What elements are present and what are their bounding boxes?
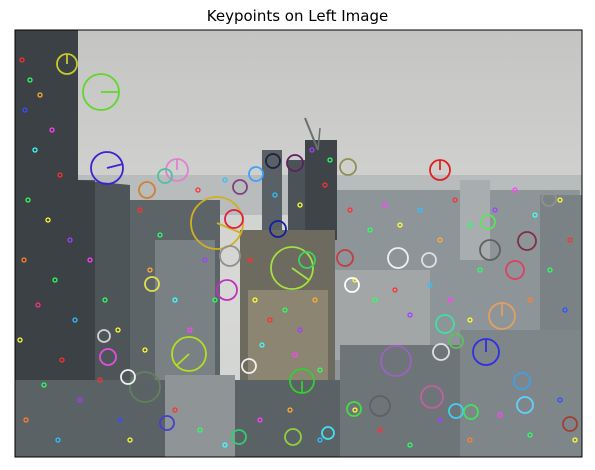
central-tower-left xyxy=(262,150,282,230)
keypoint-circle xyxy=(232,179,248,195)
keypoint-circle xyxy=(339,158,357,176)
center-building-lit xyxy=(248,290,328,380)
keypoint-circle xyxy=(479,239,501,261)
keypoint-orientation xyxy=(106,163,124,169)
keypoint-circle xyxy=(269,220,287,238)
keypoint-circle xyxy=(562,416,578,432)
keypoint-circle xyxy=(286,154,304,172)
keypoint-circle xyxy=(265,153,281,169)
keypoint-circle xyxy=(99,348,117,366)
crane-arm xyxy=(317,127,321,151)
keypoint-circle xyxy=(97,329,111,343)
lower-right-roof xyxy=(460,330,582,457)
keypoint-orientation xyxy=(175,353,190,367)
keypoint-circle xyxy=(432,343,450,361)
keypoint-circle xyxy=(157,168,173,184)
white-tower-right xyxy=(460,180,490,260)
keypoint-circle xyxy=(420,385,444,409)
keypoint-circle xyxy=(171,336,207,372)
keypoint-circle xyxy=(346,401,362,417)
keypoint-circle xyxy=(138,181,156,199)
lower-left-roof xyxy=(165,375,235,457)
city-photo xyxy=(15,30,582,457)
keypoint-circle xyxy=(270,246,314,290)
keypoint-circle xyxy=(448,403,464,419)
keypoint-scale-circles xyxy=(56,53,578,446)
keypoint-circle xyxy=(159,415,175,431)
keypoint-circle xyxy=(336,249,354,267)
keypoint-circle xyxy=(387,247,409,269)
keypoint-orientation xyxy=(216,222,242,234)
keypoint-circle xyxy=(284,428,302,446)
keypoint-circle xyxy=(421,252,437,268)
keypoint-orientation xyxy=(291,267,310,281)
central-tower-mid xyxy=(288,160,310,240)
keypoint-circle xyxy=(231,429,247,445)
keypoint-circle xyxy=(516,396,534,414)
keypoint-circle xyxy=(541,191,557,207)
figure-title: Keypoints on Left Image xyxy=(206,7,389,25)
lower-center-roof xyxy=(340,345,460,457)
keypoint-circle xyxy=(129,371,161,403)
keypoint-circle xyxy=(298,251,316,269)
keypoint-circle xyxy=(224,209,244,229)
keypoint-circle xyxy=(380,345,412,377)
keypoint-circle xyxy=(241,358,257,374)
keypoint-circle xyxy=(435,314,455,334)
keypoint-circle xyxy=(321,426,335,440)
keypoint-circle xyxy=(517,231,537,251)
keypoint-circle xyxy=(369,395,391,417)
keypoint-circle xyxy=(216,279,238,301)
left-tall-tower xyxy=(15,30,95,457)
keypoint-circle xyxy=(219,245,241,267)
keypoint-circle xyxy=(513,372,531,390)
keypoint-dots xyxy=(17,57,578,448)
central-tower-tall xyxy=(305,140,337,240)
crane xyxy=(304,117,319,151)
keypoint-circle xyxy=(144,276,160,292)
keypoint-circle xyxy=(248,166,264,182)
keypoint-circle xyxy=(463,404,479,420)
axes-frame xyxy=(14,29,583,458)
keypoint-circle xyxy=(480,214,496,230)
keypoint-circle xyxy=(505,260,525,280)
keypoint-circle xyxy=(90,151,124,185)
keypoint-circle xyxy=(120,369,136,385)
keypoint-circle xyxy=(344,277,360,293)
keypoint-circle xyxy=(448,333,464,349)
